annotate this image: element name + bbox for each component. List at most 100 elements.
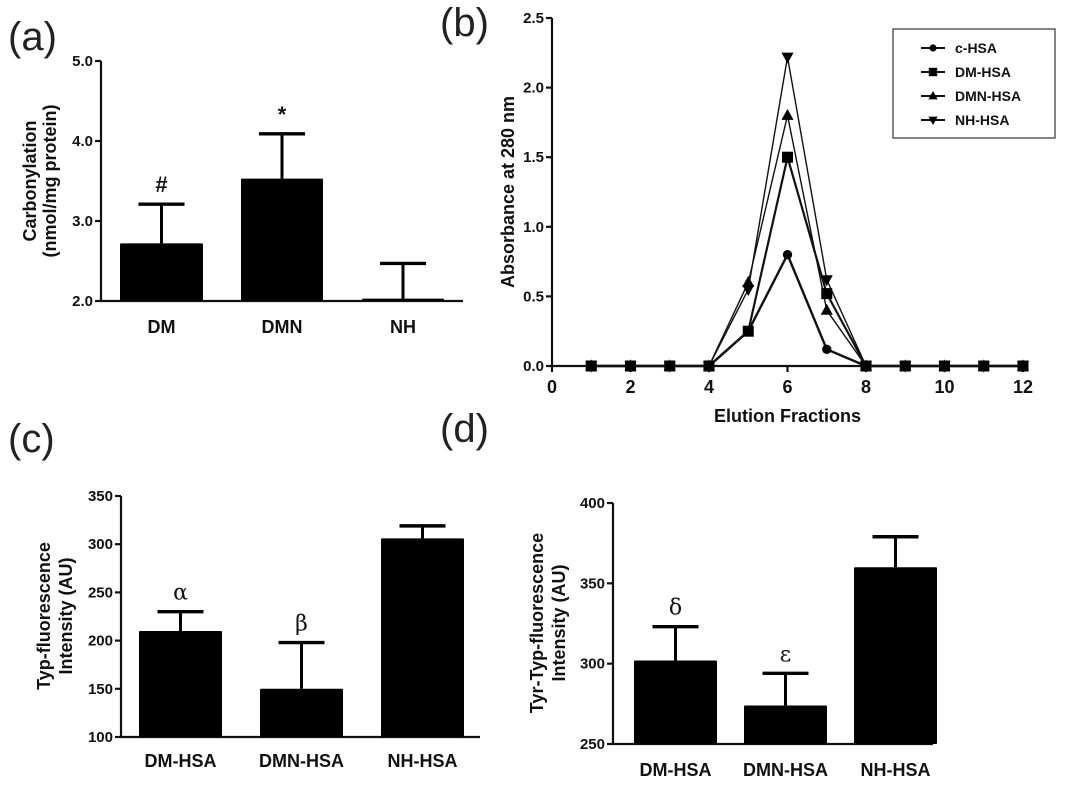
x-tick-label: 4 — [704, 377, 714, 397]
marker-triangle-down — [938, 361, 951, 373]
series-dm-hsa — [585, 151, 1029, 372]
x-tick-label: 6 — [782, 377, 792, 397]
category-label: DM-HSA — [145, 751, 217, 771]
y-tick-label: 200 — [88, 633, 113, 650]
y-tick-label: 2.0 — [523, 80, 544, 97]
y-tick-label: 0.0 — [523, 358, 544, 375]
bar — [854, 567, 937, 744]
bar — [381, 538, 464, 737]
marker-triangle-down — [624, 361, 637, 373]
significance-marker: α — [173, 581, 188, 606]
y-tick-label: 5.0 — [72, 53, 93, 70]
y-tick-label: 350 — [580, 575, 605, 592]
marker-triangle-up — [781, 108, 794, 120]
panel-b-line-chart: 0.0 0.5 1.0 1.5 2.0 2.5 0 2 4 6 8 10 12 Elution Fract… — [498, 10, 1056, 426]
marker-circle — [822, 344, 832, 354]
panel-label-b: (b) — [440, 1, 489, 45]
y-axis-title: Tyr-Typ-fluorescence — [527, 533, 547, 713]
marker-triangle-down — [781, 52, 794, 64]
marker-triangle-up — [820, 303, 833, 315]
category-label: DMN-HSA — [259, 751, 344, 771]
x-tick-label: 10 — [934, 377, 954, 397]
marker-triangle-up — [742, 275, 755, 287]
x-tick-label: 0 — [547, 377, 557, 397]
y-tick-label: 1.5 — [523, 149, 544, 166]
legend-label: DMN-HSA — [955, 88, 1021, 104]
y-axis-title: Absorbance at 280 nm — [498, 96, 518, 288]
y-tick-label: 400 — [580, 495, 605, 512]
x-tick-label: 8 — [861, 377, 871, 397]
panel-label-a: (a) — [8, 15, 57, 59]
panel-label-c: (c) — [8, 417, 55, 461]
legend: c-HSA DM-HSA DMN-HSA NH-HSA — [892, 28, 1056, 139]
marker-square — [928, 67, 938, 77]
legend-label: c-HSA — [955, 40, 997, 56]
bar — [634, 660, 717, 744]
significance-marker: β — [295, 612, 308, 637]
category-label: DMN-HSA — [743, 760, 828, 780]
significance-marker: δ — [669, 596, 682, 621]
series-line — [591, 56, 1023, 367]
series-line — [591, 156, 1023, 368]
marker-triangle-down — [899, 361, 912, 373]
panel-label-d: (d) — [440, 407, 489, 451]
category-label: DM-HSA — [640, 760, 712, 780]
y-tick-label: 100 — [88, 729, 113, 746]
bar — [744, 705, 827, 744]
y-tick-label: 0.5 — [523, 288, 544, 305]
panel-a-bar-chart: 2.0 3.0 4.0 5.0 Carbonylation (nmol/mg protei… — [20, 53, 463, 337]
legend-label: NH-HSA — [955, 112, 1009, 128]
x-tick-label: 2 — [625, 377, 635, 397]
category-label: DMN — [262, 317, 303, 337]
marker-triangle-up — [928, 90, 938, 100]
significance-marker: ε — [780, 642, 791, 667]
bar — [260, 688, 343, 737]
series-dmn-hsa — [585, 108, 1030, 371]
marker-triangle-down — [1016, 361, 1030, 373]
series-nh-hsa — [585, 52, 1030, 373]
y-tick-label: 350 — [88, 488, 113, 505]
series-line — [591, 251, 1023, 368]
y-axis-title: Intensity (AU) — [56, 557, 76, 674]
y-tick-label: 2.5 — [523, 10, 544, 27]
category-label: NH-HSA — [388, 751, 458, 771]
y-tick-label: 250 — [88, 584, 113, 601]
bar — [120, 243, 203, 301]
category-label: DM — [148, 317, 176, 337]
marker-triangle-down — [928, 116, 938, 126]
y-tick-label: 1.0 — [523, 219, 544, 236]
marker-square — [821, 288, 833, 300]
y-tick-label: 4.0 — [72, 133, 93, 150]
marker-triangle-down — [702, 361, 716, 373]
significance-marker: # — [155, 172, 167, 197]
series-c-hsa — [586, 249, 1028, 371]
marker-triangle-down — [742, 285, 755, 297]
marker-circle — [929, 44, 937, 52]
y-axis-title: Intensity (AU) — [549, 564, 569, 681]
legend-label: DM-HSA — [955, 64, 1011, 80]
series-line — [591, 115, 1023, 367]
bar — [241, 178, 323, 301]
y-tick-label: 300 — [88, 536, 113, 553]
marker-triangle-down — [663, 361, 676, 373]
y-tick-label: 300 — [580, 656, 605, 673]
panel-d-bar-chart: 250 300 350 400 Tyr-Typ-fluorescence Intensit… — [527, 495, 937, 780]
marker-square — [742, 325, 754, 337]
y-tick-label: 2.0 — [72, 293, 93, 310]
marker-circle — [782, 249, 793, 260]
bar — [139, 630, 222, 737]
y-tick-label: 3.0 — [72, 213, 93, 230]
marker-triangle-down — [977, 361, 990, 373]
category-label: NH-HSA — [861, 760, 931, 780]
significance-marker: * — [278, 102, 287, 127]
bar — [362, 298, 444, 301]
marker-triangle-down — [859, 361, 873, 373]
y-tick-label: 150 — [88, 681, 113, 698]
marker-triangle-down — [585, 361, 598, 373]
y-axis-title: Carbonylation — [20, 120, 40, 241]
marker-triangle-down — [820, 275, 833, 287]
y-axis-title: Typ-fluorescence — [34, 542, 54, 690]
x-tick-label: 12 — [1013, 377, 1033, 397]
panel-c-bar-chart: 100 150 200 250 300 350 Typ-fluorescence Intens… — [34, 488, 480, 771]
